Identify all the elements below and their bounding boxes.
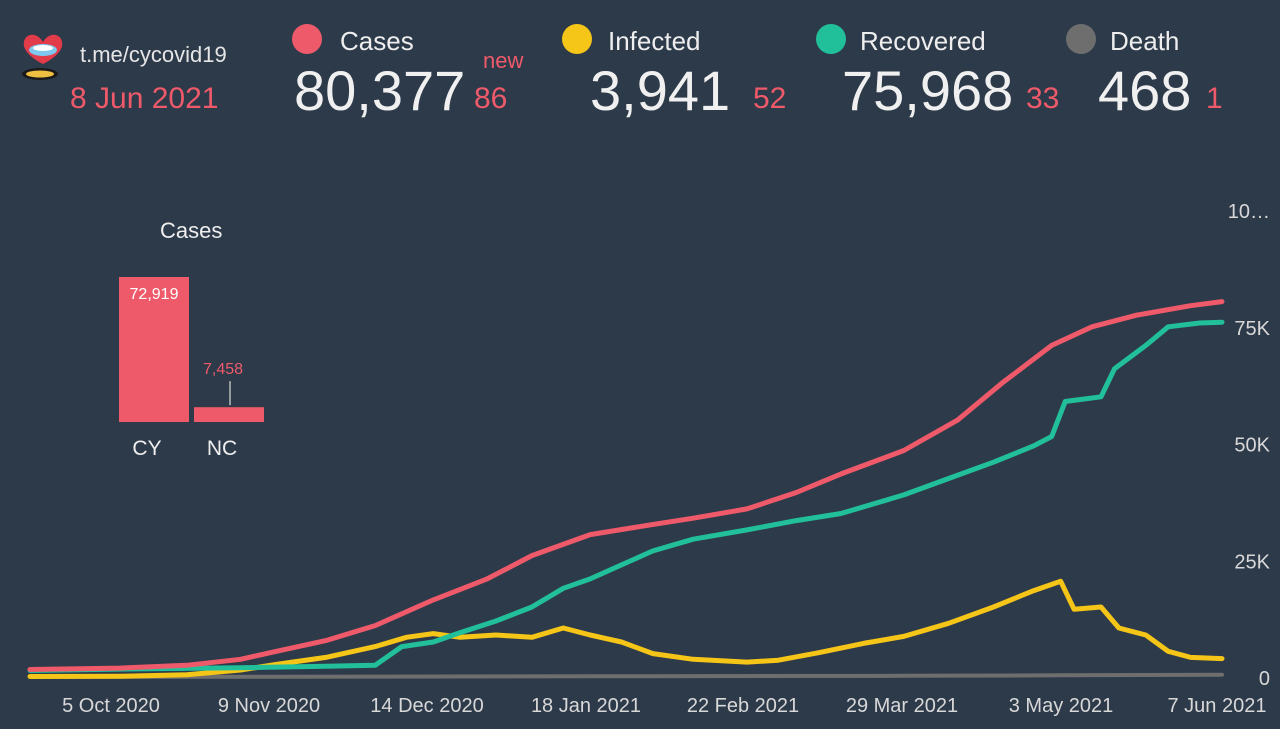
series-lines — [27, 299, 1225, 679]
series-line-infected — [27, 578, 1225, 679]
report-date: 8 Jun 2021 — [70, 82, 219, 115]
y-axis: 0 25K 50K 75K 10… — [1228, 201, 1271, 690]
x-tick-label: 7 Jun 2021 — [1168, 695, 1267, 717]
infected-new-value: 52 — [753, 82, 787, 115]
mini-bar-nc — [194, 407, 264, 422]
mini-bar-cy — [119, 277, 189, 422]
cases-legend-dot — [292, 24, 322, 54]
x-tick-label: 3 May 2021 — [1009, 695, 1114, 717]
recovered-value: 75,968 — [842, 59, 1014, 122]
x-axis: 5 Oct 2020 9 Nov 2020 14 Dec 2020 18 Jan 20… — [62, 695, 1266, 717]
y-tick-label: 25K — [1234, 551, 1270, 573]
mini-bar-value-label: 72,919 — [130, 286, 179, 303]
infected-label: Infected — [608, 26, 701, 56]
y-tick-label: 75K — [1234, 318, 1270, 340]
x-tick-label: 18 Jan 2021 — [531, 695, 641, 717]
series-line-cases — [27, 299, 1225, 672]
x-tick-label: 22 Feb 2021 — [687, 695, 799, 717]
mini-chart-title: Cases — [160, 218, 223, 243]
series-line-recovered — [27, 319, 1225, 673]
recovered-new-value: 33 — [1026, 82, 1060, 115]
death-label: Death — [1110, 26, 1180, 56]
y-tick-label: 50K — [1234, 435, 1270, 457]
y-tick-label: 10… — [1228, 201, 1270, 223]
x-tick-label: 5 Oct 2020 — [62, 695, 160, 717]
mini-bar-category-label: NC — [207, 437, 237, 460]
death-value: 468 — [1098, 59, 1192, 122]
recovered-legend-dot — [816, 24, 846, 54]
cases-new-value: 86 — [474, 82, 508, 115]
death-legend-dot — [1066, 24, 1096, 54]
new-label: new — [483, 48, 524, 73]
x-tick-label: 29 Mar 2021 — [846, 695, 958, 717]
source-link[interactable]: t.me/cycovid19 — [80, 42, 227, 67]
death-new-value: 1 — [1206, 82, 1223, 115]
recovered-label: Recovered — [860, 26, 986, 56]
heart-logo-icon — [22, 34, 63, 80]
mini-bar-chart: CY 72,919 NC 7,458 — [119, 277, 264, 460]
mini-bar-value-label: 7,458 — [203, 361, 243, 378]
cases-value: 80,377 — [294, 59, 466, 122]
infected-value: 3,941 — [590, 59, 731, 122]
x-tick-label: 9 Nov 2020 — [218, 695, 320, 717]
cases-label: Cases — [340, 26, 414, 56]
x-tick-label: 14 Dec 2020 — [370, 695, 483, 717]
series-line-death — [28, 672, 1224, 679]
y-tick-label: 0 — [1259, 668, 1270, 690]
mini-bar-category-label: CY — [132, 437, 161, 460]
infected-legend-dot — [562, 24, 592, 54]
